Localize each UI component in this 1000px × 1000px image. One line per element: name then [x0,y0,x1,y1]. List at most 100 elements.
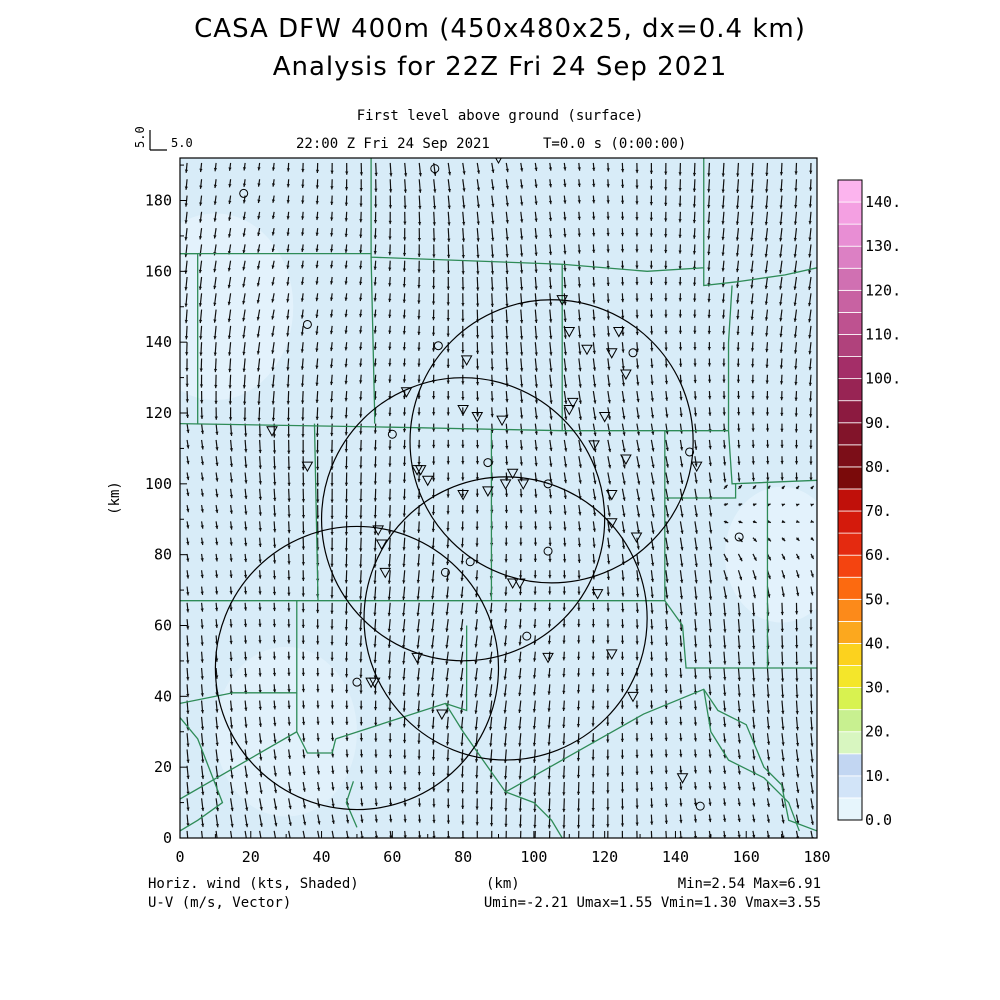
wind-vector-578 [272,619,276,628]
wind-vector-686 [562,586,566,595]
wind-vector-595 [518,619,522,629]
wind-vector-278 [388,733,392,743]
wind-vector-419 [518,684,522,697]
wind-vector-597 [547,619,552,628]
wind-vector-291 [576,733,581,745]
wind-vector-673 [373,586,377,601]
wind-vector-613 [780,619,784,633]
wind-vector-708 [243,570,248,579]
wind-vector-730 [562,570,567,579]
wind-vector-118 [620,798,625,810]
wind-vector-755 [287,553,291,565]
wind-vector-97 [317,798,321,808]
wind-vector-363 [345,700,349,709]
wind-vector-598 [562,619,566,628]
wind-vector-268 [244,733,248,745]
wind-vector-518 [679,651,683,663]
colorbar-label-8: 80. [865,458,892,476]
wind-vector-511 [577,651,581,661]
wind-vector-255 [693,749,698,758]
wind-vector-248 [591,749,595,761]
wind-vector-266 [215,733,219,747]
wind-vector-566 [737,635,741,650]
wind-vector-305 [781,733,785,746]
wind-vector-737 [665,570,669,583]
wind-vector-743 [752,570,757,580]
wind-vector-628 [359,602,363,616]
wind-vector-703 [810,586,814,596]
wind-vector-599 [577,619,581,628]
wind-vector-533 [258,635,262,644]
wind-vector-236 [417,749,421,760]
wind-vector-738 [679,570,684,584]
wind-vector-636 [474,602,478,615]
wind-vector-405 [316,684,320,693]
wind-vector-380 [591,700,595,710]
colorbar-cell-5 [837,687,863,711]
wind-vector-265 [200,733,205,747]
footer-right-2: Umin=-2.21 Umax=1.55 Vmin=1.30 Vmax=3.55 [483,895,821,911]
wind-vector-559 [635,635,639,645]
wind-vector-607 [694,619,698,632]
wind-vector-751 [229,553,233,562]
wind-vector-694 [679,586,684,600]
wind-vector-677 [431,586,435,600]
colorbar-cell-28 [837,179,863,203]
wind-vector-102 [389,798,393,807]
wind-vector-233 [374,749,378,758]
wind-vector-64 [475,814,479,826]
wind-vector-767 [460,553,464,565]
wind-vector-557 [606,635,610,644]
wind-vector-362 [330,700,334,709]
wind-vector-774 [563,553,567,563]
field-light-patch-0 [180,213,294,401]
wind-vector-121 [664,798,668,808]
wind-vector-693 [665,586,669,599]
wind-vector-336 [591,716,595,727]
wind-vector-564 [708,635,712,649]
wind-vector-124 [708,798,712,806]
reference-vector-right-label: 5.0 [171,136,193,150]
wind-vector-384 [649,700,654,709]
wind-vector-555 [577,635,581,644]
wind-vector-314 [273,716,277,727]
colorbar-label-6: 60. [865,546,892,564]
wind-vector-562 [679,635,683,647]
wind-vector-320 [359,716,363,726]
wind-vector-618 [215,602,219,612]
wind-vector-507 [518,651,522,663]
wind-vector-245 [547,749,551,763]
colorbar-cell-22 [837,312,863,335]
wind-vector-745 [781,570,786,579]
wind-vector-558 [620,635,625,644]
wind-vector-231 [345,749,349,758]
wind-vector-620 [243,602,248,611]
x-tick-label-5: 100 [520,848,547,866]
wind-vector-301 [723,733,727,743]
wind-vector-334 [562,716,566,729]
wind-vector-346 [737,716,741,728]
wind-vector-120 [650,798,654,808]
wind-vector-739 [694,570,698,584]
wind-vector-426 [620,684,624,693]
wind-vector-655 [752,602,756,617]
wind-vector-172 [766,781,771,792]
wind-vector-741 [723,570,728,581]
wind-vector-733 [606,570,611,581]
wind-vector-420 [532,684,537,696]
wind-vector-82 [737,814,741,823]
footer-right-1: Min=2.54 Max=6.91 [677,876,821,892]
wind-vector-440 [186,667,190,681]
x-tick-label-1: 20 [242,848,260,866]
wind-vector-129 [781,798,785,808]
wind-vector-219 [810,765,814,779]
wind-vector-670 [330,586,334,599]
wind-vector-624 [301,602,305,613]
wind-vector-534 [272,635,276,644]
wind-vector-615 [809,619,813,631]
wind-vector-85 [781,814,785,824]
wind-vector-662 [215,586,219,595]
wind-vector-638 [504,602,508,613]
wind-vector-782 [679,553,684,567]
wind-vector-202 [562,765,566,779]
